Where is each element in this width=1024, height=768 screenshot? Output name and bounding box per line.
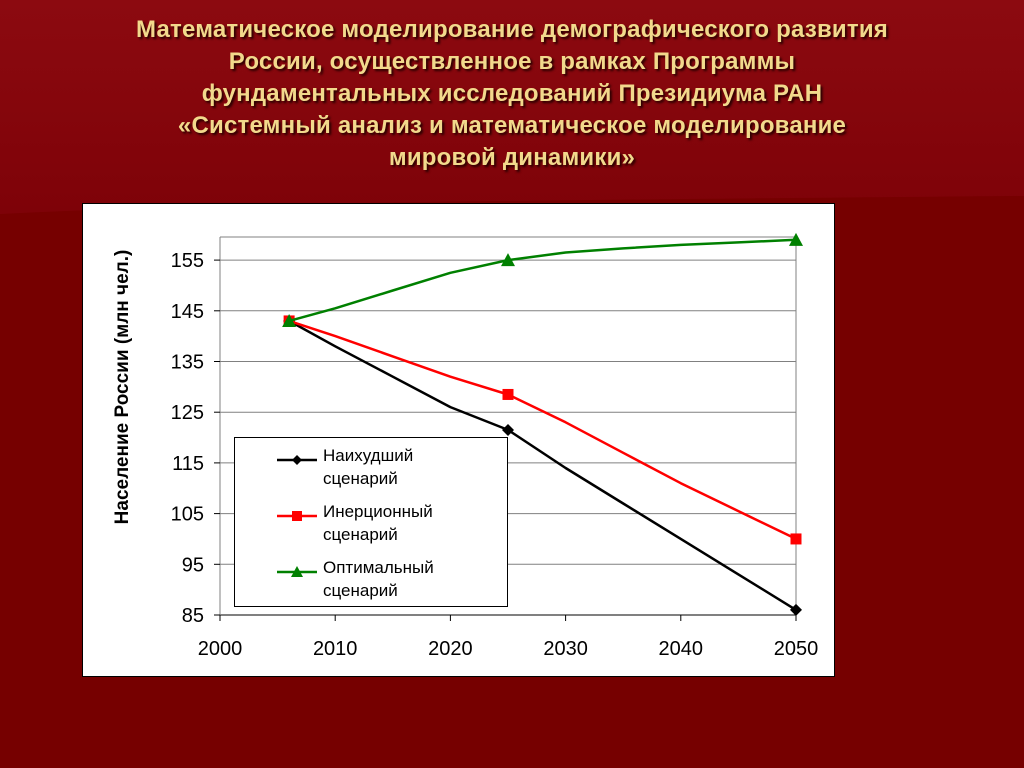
axis-layer: 85 95 105 115 125 135 145 155 2000 2010 2020 2030 20… xyxy=(171,236,819,660)
x-tick-label: 2020 xyxy=(428,638,473,660)
data-point-diamond xyxy=(790,603,802,616)
y-axis-label: Население России (млн чел.) xyxy=(112,250,133,525)
x-tick-label: 2010 xyxy=(313,638,358,660)
series-layer xyxy=(282,232,803,616)
y-tick-label: 95 xyxy=(182,554,204,576)
data-point-square xyxy=(790,533,802,545)
y-tick-label: 145 xyxy=(171,301,204,323)
legend-label-line: Оптимальный xyxy=(323,558,434,577)
series-line-2 xyxy=(288,238,797,323)
legend-item-inertial: Инерционный сценарий xyxy=(235,500,507,556)
legend-marker-square xyxy=(277,511,317,521)
series-line-1 xyxy=(288,319,797,541)
data-point-triangle xyxy=(789,232,803,246)
slide-background-top xyxy=(0,0,1024,215)
y-tick-label: 105 xyxy=(171,504,204,526)
title-line: мировой динамики» xyxy=(388,144,636,171)
population-chart: 85 95 105 115 125 135 145 155 2000 2010 2020 2030 20… xyxy=(112,232,819,660)
legend-label-line: сценарий xyxy=(323,581,398,600)
grid-layer xyxy=(220,259,796,616)
data-point-diamond xyxy=(502,423,514,436)
chart-legend: Наихудший сценарий Инерционный сценарий … xyxy=(234,437,508,607)
y-tick-label: 155 xyxy=(171,250,204,272)
y-tick-label: 135 xyxy=(171,352,204,374)
data-point-triangle xyxy=(501,253,515,267)
y-tick-label: 125 xyxy=(171,402,204,424)
legend-label: Инерционный сценарий xyxy=(323,500,503,546)
title-line: фундаментальных исследований Президиума … xyxy=(201,80,823,107)
legend-marker-triangle xyxy=(277,566,317,577)
data-point-triangle xyxy=(282,313,297,327)
title-line: России, осуществленное в рамках Программ… xyxy=(228,48,796,75)
legend-label-line: сценарий xyxy=(323,525,398,544)
legend-label-line: сценарий xyxy=(323,469,398,488)
legend-label: Наихудший сценарий xyxy=(323,444,503,490)
title-line: Математическое моделирование демографиче… xyxy=(136,16,888,43)
legend-item-optimal: Оптимальный сценарий xyxy=(235,556,507,612)
legend-label: Оптимальный сценарий xyxy=(323,556,503,602)
x-tick-label: 2000 xyxy=(198,638,243,660)
series-line-0 xyxy=(288,319,797,611)
legend-item-worst: Наихудший сценарий xyxy=(235,444,507,500)
x-tick-label: 2040 xyxy=(659,638,704,660)
x-tick-label: 2050 xyxy=(774,638,819,660)
x-tick-label: 2030 xyxy=(543,638,588,660)
legend-label-line: Инерционный xyxy=(323,502,433,521)
y-tick-label: 115 xyxy=(172,453,204,475)
chart-panel: 85 95 105 115 125 135 145 155 2000 2010 2020 2030 20… xyxy=(82,203,835,677)
legend-marker-diamond xyxy=(277,455,317,465)
legend-label-line: Наихудший xyxy=(323,446,414,465)
y-tick-label: 85 xyxy=(182,605,204,627)
title-line: «Системный анализ и математическое модел… xyxy=(177,112,847,139)
data-point-square xyxy=(502,388,514,400)
slide-title: Математическое моделирование демографиче… xyxy=(40,14,984,174)
